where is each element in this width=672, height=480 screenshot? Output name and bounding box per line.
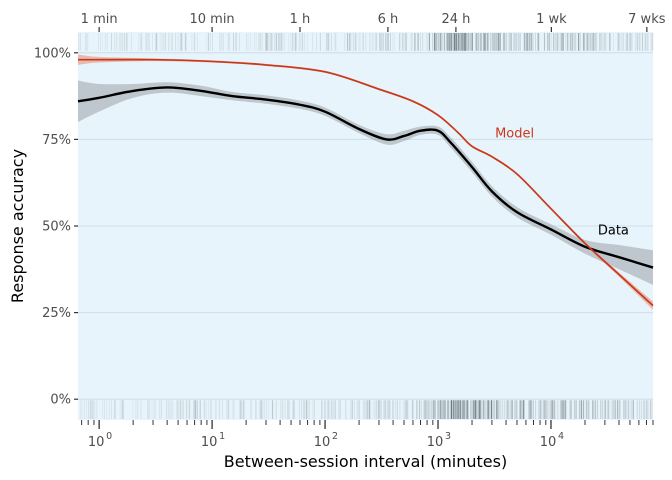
y-tick-label: 75% [42,133,71,148]
x-tick-label: 10 [88,435,105,450]
top-axis-label: 1 min [81,12,118,27]
x-tick-exponent: 0 [106,431,112,442]
top-axis-label: 24 h [441,12,470,27]
top-axis-label: 6 h [378,12,399,27]
x-tick-exponent: 4 [558,431,564,442]
data-label: Data [598,223,629,238]
x-tick-label: 10 [201,435,218,450]
y-tick-label: 50% [42,220,71,235]
model-series-line [78,58,654,307]
y-tick-label: 100% [34,46,71,61]
top-axis-label: 7 wks [628,12,666,27]
y-axis: 0% 25% 50% 75% 100% [34,46,78,408]
x-axis-title: Between-session interval (minutes) [224,452,507,471]
gridlines [78,52,653,400]
x-tick-label: 10 [427,435,444,450]
x-tick-exponent: 3 [445,431,451,442]
top-axis-label: 10 min [189,12,234,27]
x-axis: 10 0 10 1 10 2 10 3 10 4 [81,420,654,450]
top-axis-label: 1 h [290,12,311,27]
x-tick-exponent: 2 [332,431,338,442]
x-tick-label: 10 [314,435,331,450]
x-tick-label: 10 [540,435,557,450]
y-tick-label: 0% [50,393,71,408]
data-series-line [77,86,654,269]
top-time-axis: 1 min 10 min 1 h 6 h 24 h 1 wk 7 wks [81,12,666,32]
series-lines [77,58,654,307]
model-label: Model [495,126,534,141]
x-tick-exponent: 1 [219,431,225,442]
series-annotations: Model Data [495,126,629,238]
y-tick-label: 25% [42,306,71,321]
y-axis-title: Response accuracy [8,149,27,303]
top-axis-label: 1 wk [536,12,567,27]
rug-marks [78,33,654,419]
